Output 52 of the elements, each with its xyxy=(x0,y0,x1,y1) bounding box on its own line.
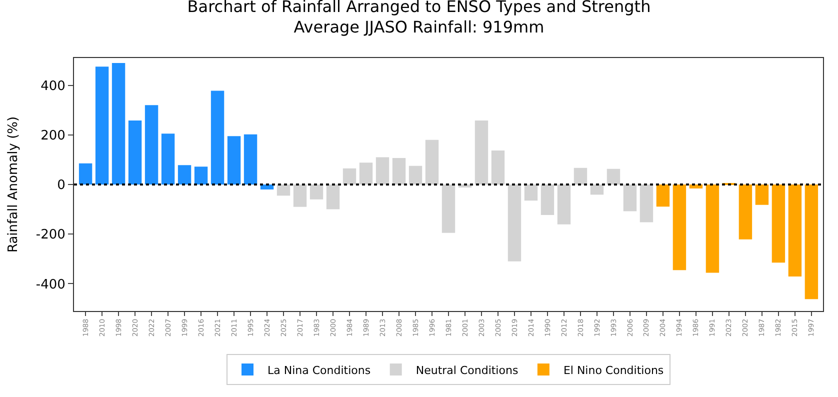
bar xyxy=(144,105,158,184)
bar xyxy=(474,120,488,184)
bar xyxy=(392,158,406,184)
y-axis-title: Rainfall Anomaly (%) xyxy=(6,116,21,253)
legend-label: La Nina Conditions xyxy=(268,364,371,377)
bar xyxy=(540,184,554,216)
bar xyxy=(78,163,92,184)
bar xyxy=(557,184,571,224)
y-tick-label: 200 xyxy=(40,128,66,144)
bar xyxy=(359,162,373,184)
bar xyxy=(524,184,538,201)
bar xyxy=(425,140,439,184)
bar xyxy=(194,166,208,184)
bar xyxy=(755,184,769,205)
bar xyxy=(112,62,126,184)
bar xyxy=(656,184,670,207)
bar xyxy=(376,157,390,184)
bar xyxy=(178,165,192,184)
bar xyxy=(326,184,340,210)
y-tick-label: -200 xyxy=(36,228,66,243)
chart-subtitle: Average JJASO Rainfall: 919mm xyxy=(294,18,544,37)
bar xyxy=(672,184,686,270)
y-tick-label: 0 xyxy=(57,178,66,194)
bar xyxy=(161,134,175,184)
bar xyxy=(508,184,522,262)
bar xyxy=(574,168,588,184)
bar xyxy=(227,136,241,184)
bar xyxy=(788,184,802,277)
legend-label: El Nino Conditions xyxy=(563,364,664,377)
bar xyxy=(310,184,324,200)
bar xyxy=(623,184,637,212)
chart-title: Barchart of Rainfall Arranged to ENSO Types and Strength xyxy=(187,0,651,16)
bar xyxy=(342,168,356,184)
bar xyxy=(276,184,290,196)
bar xyxy=(128,120,142,184)
legend-label: Neutral Conditions xyxy=(416,364,518,377)
bar xyxy=(293,184,307,207)
bar xyxy=(772,184,786,263)
bar xyxy=(640,184,654,222)
bar xyxy=(491,150,505,184)
bar xyxy=(590,184,604,195)
bar xyxy=(442,184,456,233)
bar xyxy=(606,168,620,184)
bar xyxy=(244,134,258,184)
bar xyxy=(706,184,720,273)
bar xyxy=(408,166,422,184)
y-tick-label: -400 xyxy=(36,277,66,292)
y-tick-label: 400 xyxy=(40,78,66,94)
bar xyxy=(95,66,109,184)
bar xyxy=(210,90,224,184)
bar xyxy=(804,184,818,300)
bar xyxy=(738,184,752,240)
